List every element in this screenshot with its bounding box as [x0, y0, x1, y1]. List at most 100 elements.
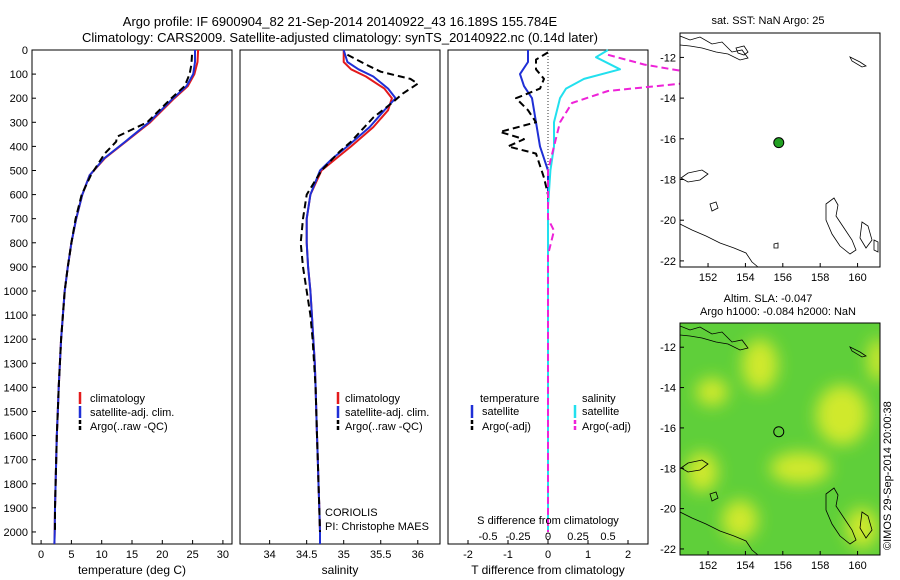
y-tick-label: -18 [660, 463, 676, 475]
sla-high [722, 500, 758, 540]
x-tick-label: 154 [736, 560, 754, 572]
y-tick-label: 1700 [4, 455, 28, 467]
temperature-yticks: 0 100 200 300 400 500 600 700 800 900 1000 1100 1200… [4, 45, 36, 539]
sla-map-frame [679, 322, 881, 556]
x-tick-label: -2 [463, 549, 473, 561]
sst-argo-marker [773, 137, 785, 149]
sla-map-yticks: -12 -14 -16 -18 -20 -22 [660, 342, 684, 556]
x-tick-label: 36 [412, 549, 424, 561]
title-line-1: Argo profile: IF 6900904_82 21-Sep-2014 … [123, 14, 558, 29]
x-tick-label: 156 [774, 272, 792, 284]
series-line-satellite [519, 50, 549, 532]
y-tick-label: 1800 [4, 479, 28, 491]
sla-high [686, 452, 718, 492]
salinity-series [299, 49, 419, 544]
y-tick-label: -18 [660, 175, 676, 187]
legend-label-s-argo: Argo(-adj) [582, 421, 631, 433]
s-tick-label: 0 [545, 531, 551, 543]
x-tick-label: 30 [217, 549, 229, 561]
legend-label-satellite: satellite-adj. clim. [345, 407, 429, 419]
series-line-argo-raw-qc- [54, 54, 193, 532]
legend-label-satellite: satellite-adj. clim. [90, 407, 174, 419]
sla-high [742, 339, 778, 391]
sla-high [868, 338, 880, 382]
sla-field-highs [686, 338, 880, 548]
y-tick-label: -22 [660, 544, 676, 556]
y-tick-label: 1400 [4, 382, 28, 394]
x-tick-label: 25 [186, 549, 198, 561]
y-tick-label: -14 [660, 93, 676, 105]
temperature-xticks: 0 5 10 15 20 25 30 [38, 540, 229, 561]
sst-map-xticks: 152 154 156 158 160 [699, 263, 867, 284]
x-tick-label: 34.5 [296, 549, 317, 561]
legend-label-t-satellite: satellite [482, 406, 519, 418]
x-tick-label: 152 [699, 272, 717, 284]
x-tick-label: 2 [625, 549, 631, 561]
difference-xticks: -2 -1 0 1 2 [463, 540, 631, 561]
series-line-argo-adj- [499, 51, 549, 532]
x-tick-label: 35.5 [370, 549, 391, 561]
legend-label-argo: Argo(..raw -QC) [90, 421, 168, 433]
x-tick-label: 160 [848, 272, 866, 284]
x-tick-label: 34 [264, 549, 276, 561]
difference-panel: -2 -1 0 1 2 temperature satellite Argo(-adj)… [447, 49, 729, 577]
sla-map-title-line-1: Altim. SLA: -0.047 [724, 293, 813, 305]
difference-series [499, 49, 729, 532]
s-tick-label: -0.5 [479, 531, 498, 543]
x-tick-label: 0 [38, 549, 44, 561]
salinity-panel: 34 34.5 35 35.5 36 climatology satellite-adj… [239, 49, 441, 577]
x-tick-label: -1 [503, 549, 513, 561]
difference-xlabel-top: S difference from climatology [477, 515, 619, 527]
temperature-axes-frame [31, 49, 233, 545]
sla-map-xticks: 152 154 156 158 160 [699, 551, 867, 572]
imos-stamp: ©IMOS 29-Sep-2014 20:00:38 [882, 401, 894, 550]
x-tick-label: 15 [126, 549, 138, 561]
sla-argo-marker [773, 426, 785, 438]
legend-label-t-argo: Argo(-adj) [482, 421, 531, 433]
y-tick-label: 500 [10, 165, 28, 177]
y-tick-label: -16 [660, 134, 676, 146]
y-tick-label: 2000 [4, 527, 28, 539]
salinity-xticks: 34 34.5 35 35.5 36 [264, 540, 424, 561]
y-tick-label: 1100 [4, 310, 28, 322]
difference-legend: temperature satellite Argo(-adj) salinit… [470, 393, 631, 433]
difference-s-ticks: -0.5 -0.25 0 0.25 0.5 [479, 531, 616, 543]
x-tick-label: 20 [156, 549, 168, 561]
y-tick-label: 0 [22, 45, 28, 57]
x-tick-label: 156 [774, 560, 792, 572]
temperature-xlabel: temperature (deg C) [78, 563, 186, 577]
series-line-argo-raw-qc- [299, 53, 419, 533]
salinity-axes-frame [239, 49, 441, 545]
y-tick-label: 1200 [4, 334, 28, 346]
legend-label-argo: Argo(..raw -QC) [345, 421, 423, 433]
x-tick-label: 1 [585, 549, 591, 561]
legend-heading-salinity: salinity [582, 393, 616, 405]
y-tick-label: -16 [660, 423, 676, 435]
y-tick-label: 1000 [4, 286, 28, 298]
s-tick-label: 0.5 [600, 531, 615, 543]
series-line-argo-adj- [547, 53, 729, 532]
y-tick-label: 1600 [4, 431, 28, 443]
y-tick-label: 600 [10, 190, 28, 202]
y-tick-label: -20 [660, 504, 676, 516]
y-tick-label: 300 [10, 117, 28, 129]
x-tick-label: 35 [338, 549, 350, 561]
sla-map-title-line-2: Argo h1000: -0.084 h2000: NaN [700, 306, 856, 318]
x-tick-label: 160 [848, 560, 866, 572]
s-tick-label: -0.25 [505, 531, 530, 543]
y-tick-label: -22 [660, 256, 676, 268]
x-tick-label: 152 [699, 560, 717, 572]
y-tick-label: 200 [10, 93, 28, 105]
y-tick-label: 1300 [4, 358, 28, 370]
sla-high [816, 385, 868, 445]
y-tick-label: 400 [10, 141, 28, 153]
sst-map: sat. SST: NaN Argo: 25 152 154 156 158 160 -… [660, 15, 881, 284]
legend-label-climatology: climatology [345, 393, 401, 405]
x-tick-label: 158 [811, 272, 829, 284]
y-tick-label: -20 [660, 215, 676, 227]
x-tick-label: 10 [96, 549, 108, 561]
series-line-satellite-adj-clim- [305, 49, 397, 544]
y-tick-label: 1900 [4, 503, 28, 515]
sla-map: Altim. SLA: -0.047 Argo h1000: -0.084 h2… [660, 293, 894, 572]
